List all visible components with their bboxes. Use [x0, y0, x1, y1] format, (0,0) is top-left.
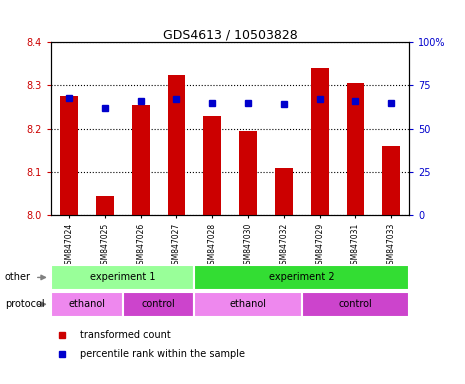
Text: other: other [5, 272, 31, 283]
Bar [194, 265, 409, 290]
Bar [132, 105, 150, 215]
Bar [194, 292, 302, 317]
Text: protocol: protocol [5, 299, 44, 310]
Text: experiment 1: experiment 1 [90, 272, 155, 283]
Bar [123, 292, 194, 317]
Title: GDS4613 / 10503828: GDS4613 / 10503828 [163, 28, 298, 41]
Bar [60, 96, 78, 215]
Text: ethanol: ethanol [230, 299, 266, 310]
Bar [203, 116, 221, 215]
Text: experiment 2: experiment 2 [269, 272, 335, 283]
Bar [51, 292, 123, 317]
Bar [167, 74, 186, 215]
Bar [96, 195, 114, 215]
Bar [346, 83, 365, 215]
Bar [239, 131, 257, 215]
Text: percentile rank within the sample: percentile rank within the sample [80, 349, 245, 359]
Text: control: control [142, 299, 175, 310]
Text: control: control [339, 299, 372, 310]
Bar [275, 168, 293, 215]
Bar [382, 146, 400, 215]
Bar [302, 292, 409, 317]
Bar [311, 68, 329, 215]
Bar [51, 265, 194, 290]
Text: ethanol: ethanol [68, 299, 106, 310]
Text: transformed count: transformed count [80, 330, 171, 340]
